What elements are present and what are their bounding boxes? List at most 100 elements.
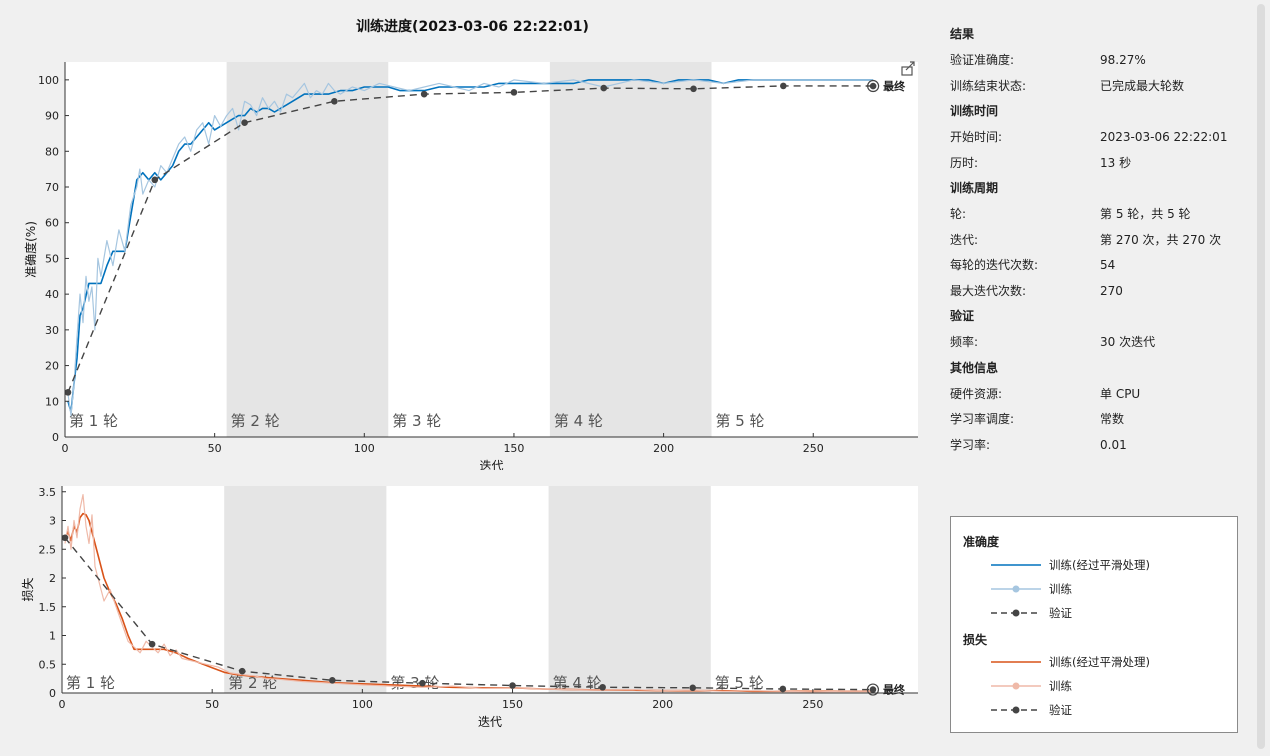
y-tick-label: 2: [49, 572, 56, 585]
epoch-band: [548, 486, 711, 693]
legend-loss-validation: 验证: [991, 700, 1231, 720]
info-row: 开始时间: 2023-03-06 22:22:01: [950, 127, 1250, 153]
y-tick-label: 3.5: [39, 486, 57, 499]
info-value: 270: [1100, 283, 1123, 298]
info-value: 30 次迭代: [1100, 335, 1156, 349]
info-row: 每轮的迭代次数: 54: [950, 255, 1250, 281]
epoch-label: 第 2 轮: [231, 412, 280, 430]
info-key: 学习率调度:: [950, 412, 1015, 426]
x-tick-label: 100: [352, 698, 373, 711]
epoch-band: [226, 62, 389, 437]
y-tick-label: 1: [49, 630, 56, 643]
validation-point: [600, 84, 608, 92]
info-row: 最大迭代次数: 270: [950, 281, 1250, 307]
loss-chart: 第 1 轮第 2 轮第 3 轮第 4 轮第 5 轮最终0 50 100 150 200 2…: [20, 486, 918, 729]
x-tick-label: 200: [653, 442, 674, 455]
validation-point: [689, 684, 697, 692]
epoch-label: 第 4 轮: [554, 412, 603, 430]
y-tick-label: 0.5: [39, 658, 57, 671]
validation-point: [419, 679, 426, 687]
epoch-label: 第 1 轮: [66, 674, 115, 692]
y-tick-label: 3: [49, 515, 56, 528]
x-tick-label: 50: [208, 442, 222, 455]
validation-point: [869, 82, 877, 90]
info-key: 训练结束状态:: [950, 78, 1027, 93]
y-axis-label: 准确度(%): [23, 221, 38, 278]
validation-point: [420, 90, 428, 98]
epoch-band: [549, 62, 712, 437]
epoch-band: [224, 486, 387, 693]
info-key: 轮:: [950, 207, 967, 221]
info-value: 第 270 次，共 270 次: [1100, 232, 1222, 247]
epoch-label: 第 1 轮: [69, 412, 118, 430]
info-key: 迭代:: [950, 232, 979, 247]
validation-point: [869, 686, 877, 693]
validation-point: [331, 97, 338, 105]
info-value: 单 CPU: [1100, 386, 1141, 401]
validation-point: [64, 389, 72, 396]
info-row: 训练结束状态: 已完成最大轮数: [950, 76, 1250, 102]
y-tick-label: 0: [52, 431, 59, 444]
y-tick-label: 20: [45, 360, 59, 373]
epoch-label: 第 5 轮: [715, 412, 764, 430]
legend-label: 验证: [1049, 606, 1072, 620]
validation-point: [61, 534, 69, 542]
legend-acc-smooth: 训练(经过平滑处理): [991, 555, 1231, 575]
legend-label: 验证: [1049, 703, 1072, 717]
info-key: 开始时间:: [950, 130, 1003, 144]
info-row: 迭代: 第 270 次，共 270 次: [950, 230, 1250, 256]
series-line-validation: [67, 85, 874, 393]
info-row: 频率: 30 次迭代: [950, 332, 1250, 358]
info-key: 历时:: [950, 155, 979, 170]
final-marker: [867, 79, 880, 93]
legend-label: 训练(经过平滑处理): [1049, 655, 1150, 669]
epoch-label: 第 3 轮: [392, 412, 441, 430]
info-key: 验证准确度:: [950, 53, 1015, 67]
validation-point: [779, 685, 787, 693]
x-tick-label: 0: [62, 442, 69, 455]
validation-point: [148, 640, 156, 648]
info-row: 历时: 13 秒: [950, 153, 1250, 179]
x-tick-label: 150: [502, 698, 523, 711]
info-key: 硬件资源:: [950, 386, 1003, 401]
info-key: 学习率:: [950, 437, 991, 452]
info-row: 硬件资源: 单 CPU: [950, 384, 1250, 410]
info-row: 学习率: 0.01: [950, 435, 1250, 461]
export-icon[interactable]: [898, 58, 920, 78]
info-value: 54: [1100, 258, 1116, 272]
final-marker: [866, 683, 880, 696]
info-key: 最大迭代次数:: [950, 283, 1027, 298]
plot-area: [65, 62, 918, 437]
validation-point: [510, 89, 518, 96]
y-tick-label: 2.5: [39, 543, 57, 556]
y-tick-label: 10: [45, 395, 59, 408]
x-tick-label: 250: [802, 698, 823, 711]
y-tick-label: 80: [45, 145, 59, 158]
final-label: 最终: [883, 683, 906, 697]
validation-point: [509, 682, 516, 689]
info-panel: 结果 验证准确度: 98.27% 训练结束状态: 已完成最大轮数 训练时间 开始时间: 202…: [950, 24, 1250, 460]
validation-point: [151, 176, 159, 184]
series-line-raw: [64, 494, 873, 693]
x-axis-label: 迭代: [479, 459, 503, 470]
info-value: 常数: [1100, 412, 1125, 426]
info-section-title: 训练时间: [950, 104, 999, 118]
info-value: 13 秒: [1100, 155, 1132, 170]
validation-point: [329, 677, 336, 684]
y-tick-label: 30: [45, 324, 59, 337]
x-tick-label: 0: [59, 698, 66, 711]
info-value: 已完成最大轮数: [1100, 78, 1185, 93]
info-value: 0.01: [1100, 437, 1127, 452]
info-row: 验证准确度: 98.27%: [950, 50, 1250, 76]
legend-loss-raw: 训练: [991, 676, 1231, 696]
info-key: 每轮的迭代次数:: [950, 258, 1039, 272]
info-value: 98.27%: [1100, 53, 1146, 67]
vertical-scrollbar[interactable]: [1256, 0, 1266, 756]
legend-acc-validation: 验证: [991, 603, 1231, 623]
y-tick-label: 90: [45, 110, 59, 123]
chart-title: 训练进度(2023-03-06 22:22:01): [356, 19, 589, 35]
x-tick-label: 200: [652, 698, 673, 711]
plot-area: [62, 486, 918, 693]
y-tick-label: 0: [49, 687, 56, 700]
x-axis-label: 迭代: [478, 715, 502, 729]
